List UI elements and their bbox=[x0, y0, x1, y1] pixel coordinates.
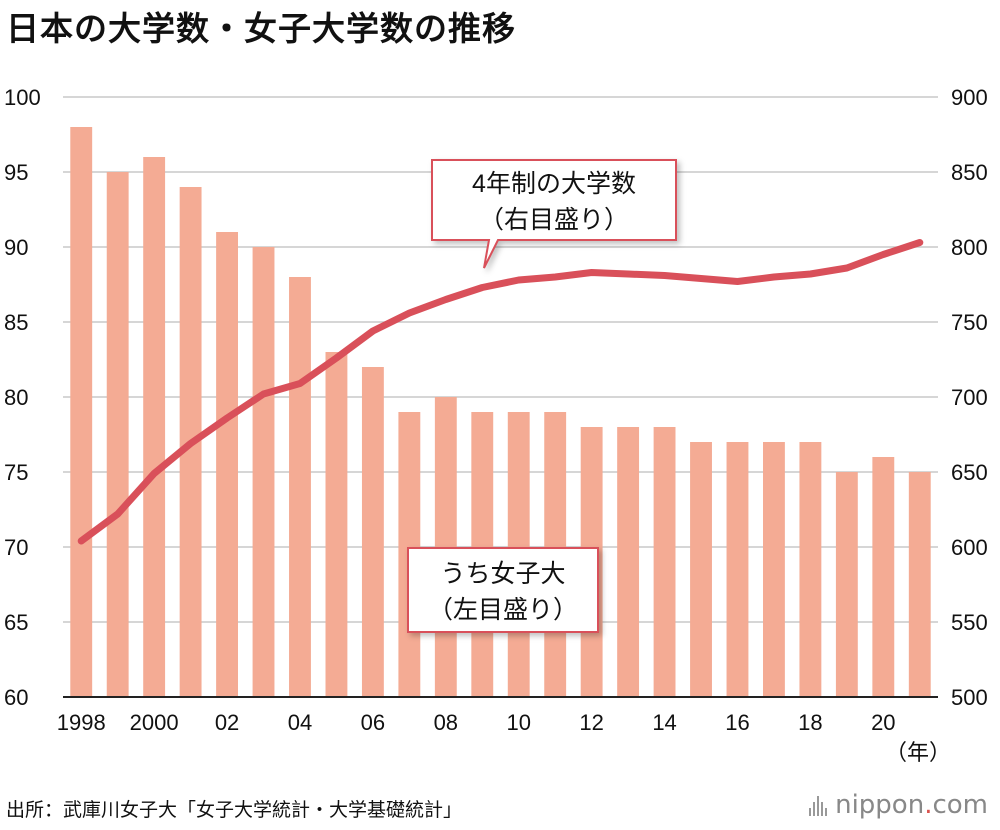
bar-2016 bbox=[726, 442, 749, 697]
logo-bars-icon bbox=[809, 794, 828, 816]
left-tick-label: 100 bbox=[4, 85, 41, 110]
bar-2018 bbox=[799, 442, 822, 697]
x-unit-label: （年） bbox=[885, 740, 951, 765]
bar-2005 bbox=[325, 352, 348, 697]
bar-series bbox=[70, 127, 931, 697]
x-tick-label: 20 bbox=[871, 710, 895, 735]
bar-2014 bbox=[653, 427, 676, 697]
bar-2004 bbox=[289, 277, 311, 697]
x-tick-label: 12 bbox=[579, 710, 603, 735]
left-tick-label: 80 bbox=[4, 385, 28, 410]
right-tick-label: 550 bbox=[951, 610, 988, 635]
x-tick-label: 18 bbox=[798, 710, 822, 735]
bar-2021 bbox=[908, 472, 931, 697]
logo-name: nippon bbox=[835, 790, 925, 820]
left-axis-ticks: 60 65 70 75 80 85 90 95 100 bbox=[4, 85, 41, 710]
left-tick-label: 90 bbox=[4, 235, 28, 260]
line-legend-label: 4年制の大学数 bbox=[472, 170, 636, 198]
right-tick-label: 600 bbox=[951, 535, 988, 560]
left-tick-label: 85 bbox=[4, 310, 28, 335]
bar-2020 bbox=[872, 457, 895, 697]
right-tick-label: 650 bbox=[951, 460, 988, 485]
bar-2013 bbox=[617, 427, 640, 697]
chart-title: 日本の大学数・女子大学数の推移 bbox=[6, 9, 516, 48]
left-tick-label: 70 bbox=[4, 535, 28, 560]
logo-tld: com bbox=[932, 790, 988, 820]
bar-legend-axis-note: （左目盛り） bbox=[428, 596, 578, 624]
right-axis-ticks: 500 550 600 650 700 750 800 850 900 bbox=[951, 85, 988, 710]
x-tick-label: 10 bbox=[506, 710, 530, 735]
bar-1998 bbox=[70, 127, 93, 697]
left-tick-label: 60 bbox=[4, 685, 28, 710]
x-axis-ticks: 1998 2000 02 04 06 08 10 12 14 16 18 20 bbox=[57, 710, 896, 735]
callout-box bbox=[407, 547, 599, 633]
bar-2019 bbox=[835, 472, 858, 697]
bar-legend-label: うち女子大 bbox=[440, 560, 565, 588]
bar-2017 bbox=[763, 442, 785, 697]
right-tick-label: 700 bbox=[951, 385, 988, 410]
x-tick-label: 06 bbox=[361, 710, 385, 735]
right-tick-label: 500 bbox=[951, 685, 988, 710]
x-tick-label: 2000 bbox=[130, 710, 179, 735]
bar-1999 bbox=[106, 172, 129, 697]
left-tick-label: 65 bbox=[4, 610, 28, 635]
x-tick-label: 02 bbox=[215, 710, 239, 735]
bar-2015 bbox=[690, 442, 712, 697]
nippon-logo: nippon. com bbox=[809, 790, 988, 820]
x-tick-label: 16 bbox=[725, 710, 749, 735]
left-tick-label: 75 bbox=[4, 460, 28, 485]
right-tick-label: 800 bbox=[951, 235, 988, 260]
right-tick-label: 850 bbox=[951, 160, 988, 185]
x-tick-label: 08 bbox=[434, 710, 458, 735]
bar-series-callout: うち女子大 （左目盛り） bbox=[407, 547, 599, 633]
logo-dot: . bbox=[924, 790, 933, 820]
right-tick-label: 750 bbox=[951, 310, 988, 335]
right-tick-label: 900 bbox=[951, 85, 988, 110]
line-series bbox=[77, 239, 924, 545]
bar-2006 bbox=[361, 367, 384, 697]
bar-2002 bbox=[216, 232, 238, 697]
callout-box bbox=[431, 159, 677, 269]
source-note: 出所：武庫川女子大「女子大学統計・大学基礎統計」 bbox=[6, 799, 463, 821]
bar-2000 bbox=[143, 157, 166, 697]
line-legend-axis-note: （右目盛り） bbox=[479, 206, 629, 234]
left-tick-label: 95 bbox=[4, 160, 28, 185]
line-series-callout: 4年制の大学数 （右目盛り） bbox=[431, 159, 677, 269]
x-tick-label: 04 bbox=[288, 710, 312, 735]
x-tick-label: 14 bbox=[652, 710, 676, 735]
university-count-line bbox=[77, 239, 924, 545]
bar-2003 bbox=[252, 247, 275, 697]
x-tick-label: 1998 bbox=[57, 710, 106, 735]
